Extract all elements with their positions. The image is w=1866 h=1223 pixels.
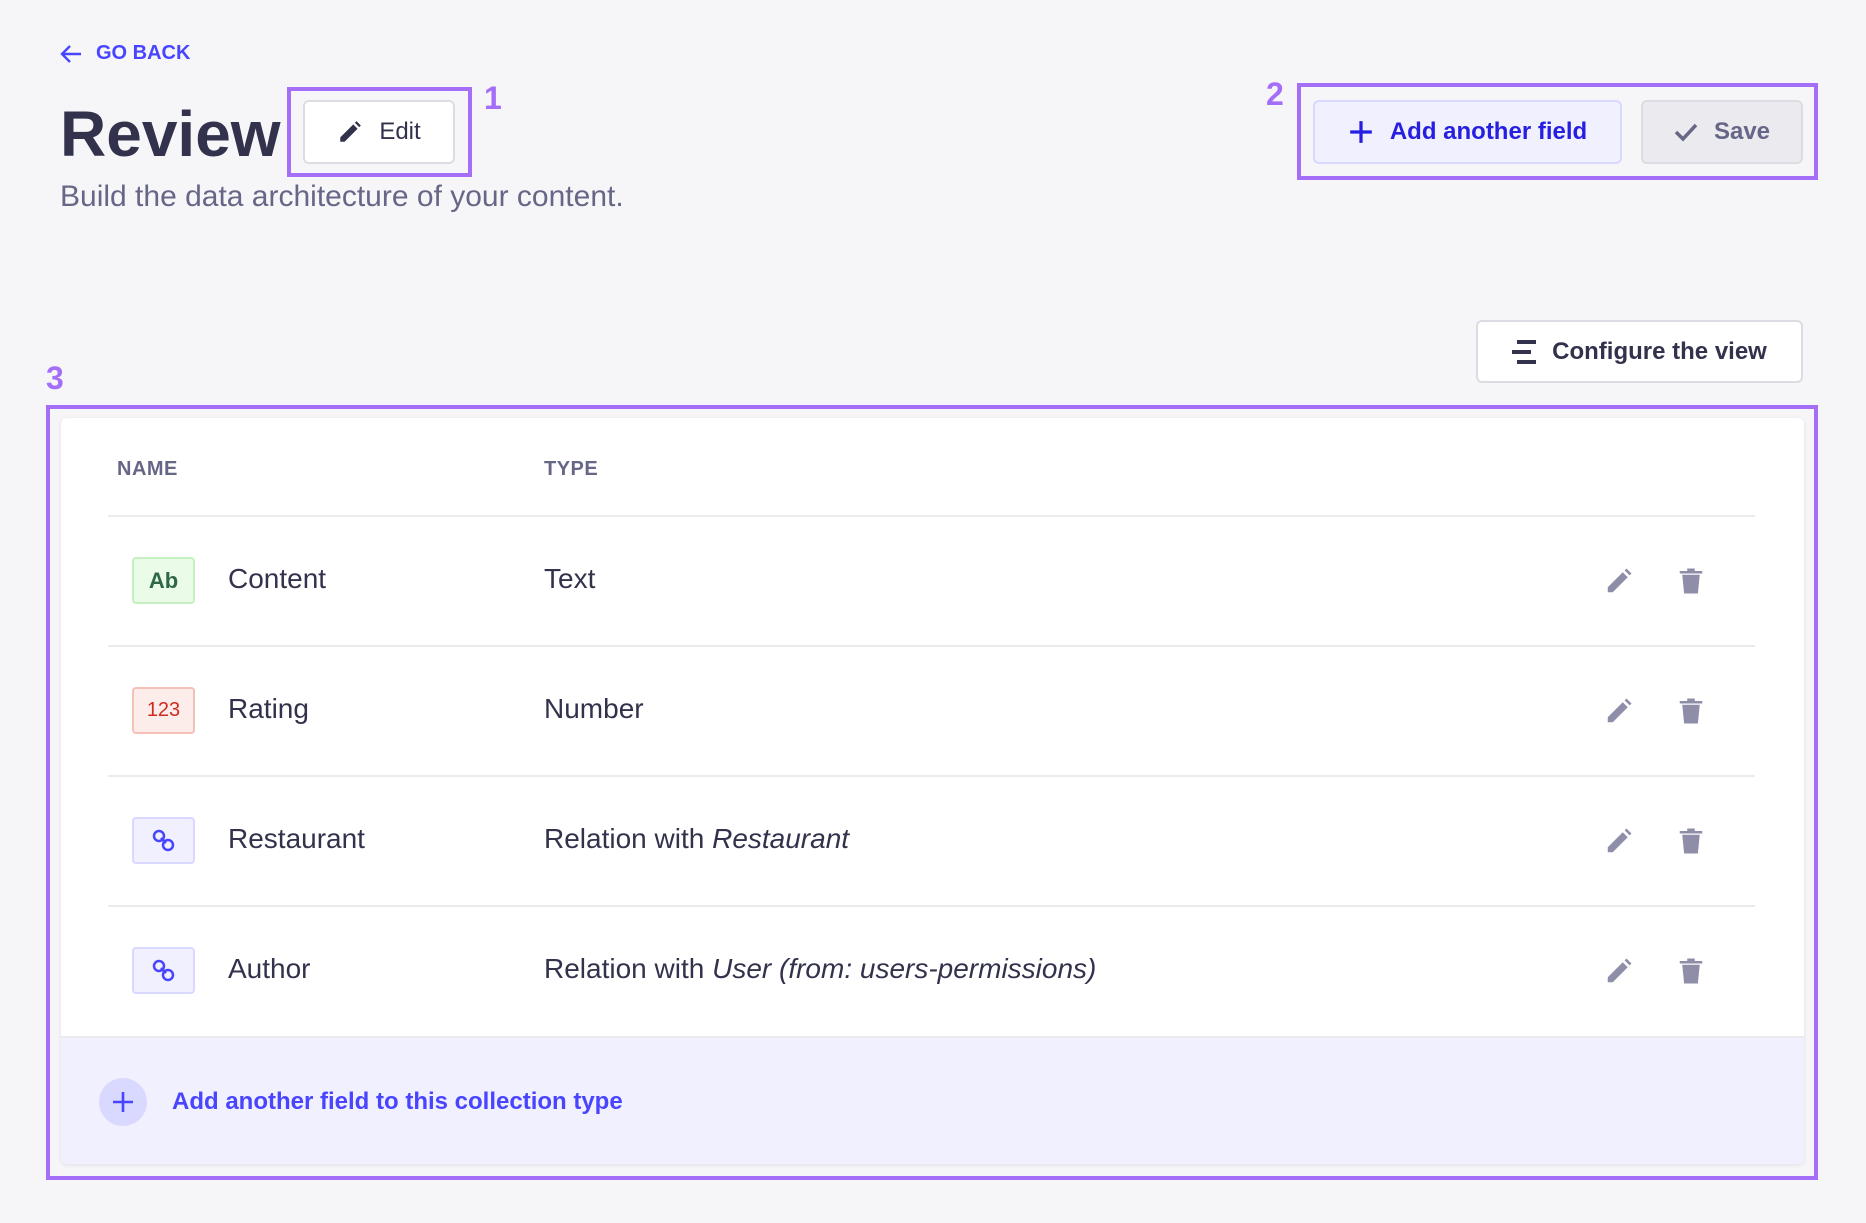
add-field-to-collection-label: Add another field to this collection typ… bbox=[172, 1088, 623, 1115]
table-row: Author Relation with User (from: users-p… bbox=[61, 906, 1804, 1036]
divider bbox=[108, 645, 1755, 647]
add-another-field-button[interactable]: Add another field bbox=[1313, 100, 1622, 164]
number-type-badge: 123 bbox=[132, 687, 195, 734]
plus-icon bbox=[1349, 121, 1372, 143]
configure-label: Configure the view bbox=[1552, 337, 1767, 365]
trash-icon[interactable] bbox=[1676, 826, 1706, 856]
divider bbox=[108, 515, 1755, 517]
highlight-box-3 bbox=[46, 405, 1818, 1180]
field-name: Content bbox=[228, 563, 327, 594]
highlight-box-1 bbox=[287, 87, 472, 177]
field-name: Restaurant bbox=[228, 823, 365, 854]
page-title: Review bbox=[60, 98, 281, 170]
page-subtitle: Build the data architecture of your cont… bbox=[60, 180, 624, 213]
edit-field-icon[interactable] bbox=[1604, 696, 1634, 726]
add-field-label: Add another field bbox=[1389, 118, 1588, 145]
column-header-name: NAME bbox=[117, 458, 178, 480]
divider bbox=[108, 775, 1755, 777]
table-row: Restaurant Relation with Restaurant bbox=[61, 776, 1804, 906]
table-row: Ab Content Text bbox=[61, 516, 1804, 646]
relation-type-badge bbox=[132, 947, 195, 994]
relation-type-badge bbox=[132, 817, 195, 864]
plus-circle-icon bbox=[99, 1078, 147, 1126]
text-type-badge: Ab bbox=[132, 557, 195, 604]
fields-table: NAME TYPE Ab Content Text 123 Rating Num… bbox=[61, 418, 1804, 1164]
field-name: Rating bbox=[228, 693, 309, 724]
annotation-1: 1 bbox=[484, 80, 502, 116]
add-field-to-collection-button[interactable]: Add another field to this collection typ… bbox=[61, 1036, 1804, 1164]
link-icon bbox=[152, 959, 174, 981]
configure-view-button[interactable]: Configure the view bbox=[1476, 320, 1803, 383]
field-type: Relation with User (from: users-permissi… bbox=[544, 953, 1097, 984]
field-type: Relation with Restaurant bbox=[544, 823, 850, 854]
divider bbox=[108, 905, 1755, 907]
table-row: 123 Rating Number bbox=[61, 646, 1804, 776]
save-button[interactable]: Save bbox=[1641, 100, 1803, 164]
highlight-box-2 bbox=[1297, 83, 1818, 180]
edit-button[interactable]: Edit bbox=[303, 100, 455, 164]
edit-label: Edit bbox=[379, 118, 421, 145]
list-settings-icon bbox=[1512, 339, 1537, 364]
edit-field-icon[interactable] bbox=[1604, 826, 1634, 856]
link-icon bbox=[152, 829, 174, 851]
edit-field-icon[interactable] bbox=[1604, 566, 1634, 596]
save-label: Save bbox=[1713, 118, 1771, 145]
trash-icon[interactable] bbox=[1676, 566, 1706, 596]
arrow-left-icon bbox=[60, 44, 81, 63]
column-header-type: TYPE bbox=[544, 458, 599, 480]
field-name: Author bbox=[228, 953, 311, 984]
field-type: Text bbox=[544, 563, 596, 594]
trash-icon[interactable] bbox=[1676, 956, 1706, 986]
go-back-label: GO BACK bbox=[96, 42, 191, 64]
annotation-3: 3 bbox=[46, 360, 64, 396]
pencil-icon bbox=[340, 121, 362, 142]
annotation-2: 2 bbox=[1266, 76, 1284, 112]
check-icon bbox=[1674, 123, 1698, 142]
field-type: Number bbox=[544, 693, 644, 724]
edit-field-icon[interactable] bbox=[1604, 956, 1634, 986]
trash-icon[interactable] bbox=[1676, 696, 1706, 726]
go-back-link[interactable]: GO BACK bbox=[60, 42, 190, 65]
